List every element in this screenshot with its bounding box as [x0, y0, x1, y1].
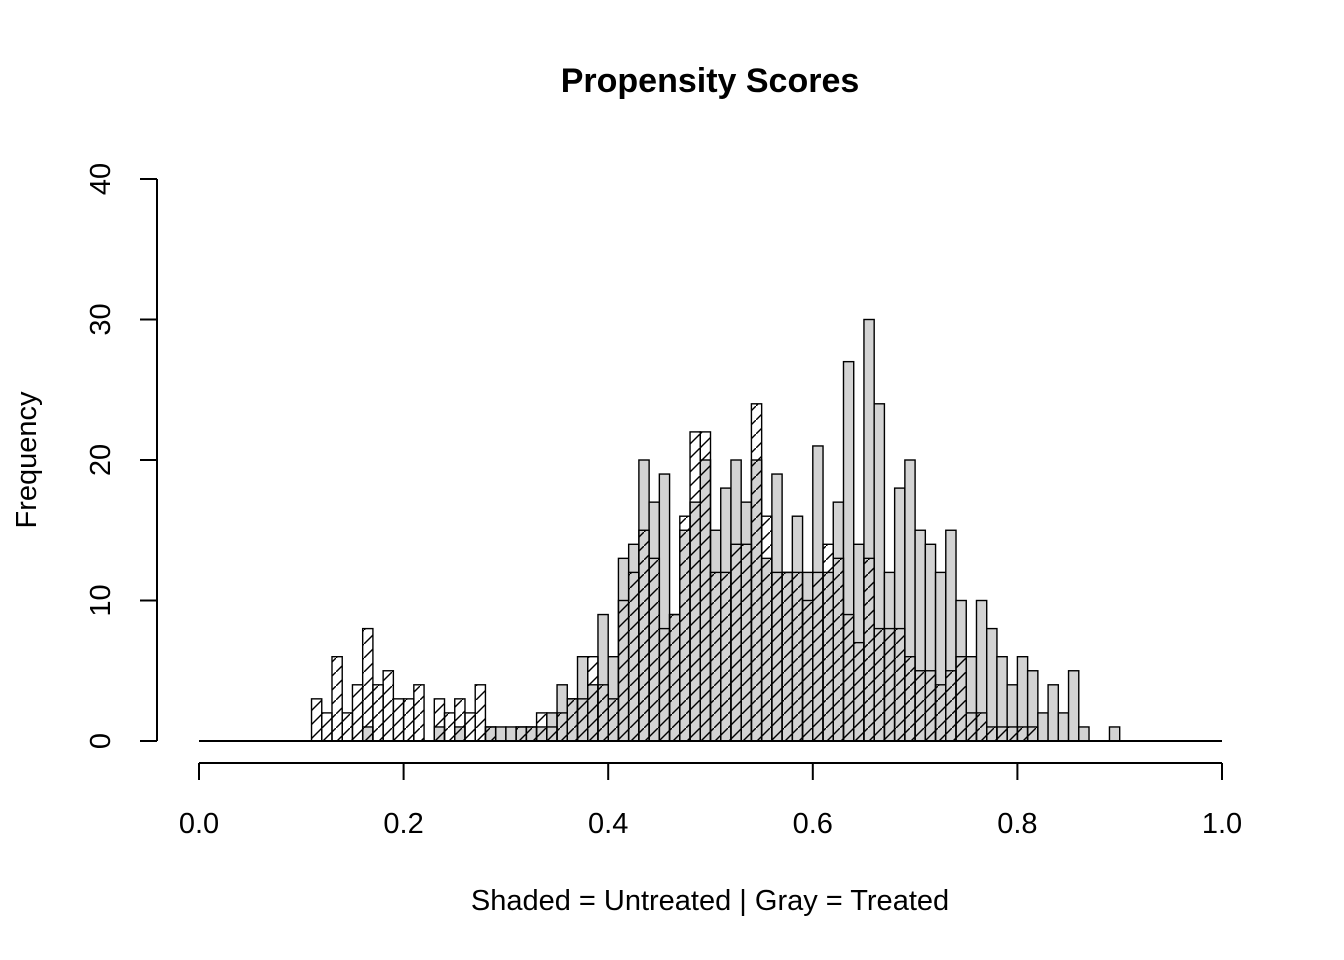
untreated-bar	[955, 656, 967, 742]
untreated-bar	[668, 613, 681, 742]
untreated-bar	[638, 529, 650, 742]
untreated-bar	[535, 712, 548, 742]
untreated-bar	[975, 712, 988, 742]
y-tick-label: 30	[85, 303, 117, 335]
untreated-bar	[740, 543, 753, 742]
treated-bar	[494, 726, 507, 742]
untreated-bar	[812, 571, 824, 742]
untreated-bar	[454, 698, 466, 742]
untreated-bar	[924, 670, 937, 742]
untreated-bar	[597, 684, 609, 742]
untreated-bar	[689, 431, 701, 742]
untreated-bar	[474, 684, 487, 742]
untreated-bar	[576, 698, 589, 742]
untreated-bar	[904, 656, 916, 742]
y-tick-label: 0	[85, 733, 117, 749]
x-axis-title: Shaded = Untreated | Gray = Treated	[471, 885, 949, 917]
untreated-bar	[801, 599, 814, 742]
untreated-bar	[627, 571, 640, 742]
untreated-bar	[382, 670, 395, 742]
untreated-bar	[832, 557, 845, 742]
untreated-bar	[781, 571, 794, 742]
treated-bar	[1067, 670, 1080, 742]
untreated-bar	[1016, 726, 1029, 742]
untreated-bar	[730, 543, 742, 742]
treated-bar	[505, 726, 517, 742]
untreated-bar	[842, 613, 855, 742]
treated-bar	[1108, 726, 1121, 742]
untreated-bar	[822, 543, 834, 742]
untreated-bar	[310, 698, 323, 742]
untreated-bar	[699, 431, 712, 742]
y-tick-label: 40	[85, 163, 117, 195]
untreated-bar	[720, 571, 732, 742]
untreated-bar	[658, 627, 671, 742]
y-tick-label: 20	[85, 444, 117, 476]
untreated-bar	[760, 515, 773, 742]
untreated-bar	[863, 557, 875, 742]
untreated-bar	[443, 712, 456, 742]
x-axis: 0.0 0.2 0.4 0.6 0.8 1.0	[179, 762, 1242, 840]
x-tick-label: 0.0	[179, 808, 219, 840]
treated-bar	[1057, 712, 1070, 742]
untreated-bar	[402, 698, 415, 742]
untreated-bar	[617, 599, 630, 742]
chart-title: Propensity Scores	[561, 62, 860, 100]
untreated-bar	[965, 712, 978, 742]
x-tick-label: 0.6	[793, 808, 833, 840]
untreated-bar	[1026, 726, 1039, 742]
y-axis-title: Frequency	[11, 391, 43, 529]
untreated-bar	[566, 698, 579, 742]
untreated-bar	[945, 670, 957, 742]
untreated-bar	[607, 698, 620, 742]
x-tick-label: 0.8	[997, 808, 1037, 840]
treated-bar	[986, 627, 998, 742]
untreated-bar	[546, 726, 558, 742]
untreated-bar	[525, 726, 538, 742]
untreated-bar	[392, 698, 405, 742]
untreated-bar	[883, 627, 896, 742]
untreated-bar	[484, 726, 497, 742]
treated-bar	[1037, 712, 1049, 742]
untreated-bar	[986, 726, 998, 742]
untreated-bar	[361, 627, 374, 742]
treated-bar	[1047, 684, 1060, 742]
x-tick-label: 0.4	[588, 808, 628, 840]
untreated-bar	[914, 670, 927, 742]
untreated-bar	[771, 571, 783, 742]
untreated-bar	[372, 684, 384, 742]
x-tick-label: 0.2	[383, 808, 423, 840]
untreated-bar	[709, 571, 722, 742]
untreated-bar	[321, 712, 333, 742]
untreated-bar	[750, 403, 763, 742]
untreated-bar	[433, 698, 446, 742]
untreated-bar	[853, 641, 865, 742]
untreated-bar	[791, 571, 804, 742]
untreated-bar	[413, 684, 425, 742]
untreated-bar	[331, 656, 343, 742]
untreated-bar	[1006, 726, 1019, 742]
untreated-bars	[310, 403, 1039, 742]
y-axis: 0 10 20 30 40	[85, 163, 158, 749]
untreated-bar	[934, 684, 947, 742]
untreated-bar	[893, 627, 906, 742]
untreated-bar	[873, 627, 886, 742]
untreated-bar	[679, 515, 691, 742]
untreated-bar	[515, 726, 528, 742]
untreated-bar	[556, 712, 568, 742]
y-tick-label: 10	[85, 584, 117, 616]
untreated-bar	[587, 656, 599, 742]
untreated-bar	[648, 557, 661, 742]
untreated-bar	[351, 684, 364, 742]
untreated-bar	[341, 712, 354, 742]
untreated-bar	[996, 726, 1008, 742]
treated-bar	[1078, 726, 1090, 742]
x-tick-label: 1.0	[1202, 808, 1242, 840]
untreated-bar	[464, 712, 476, 742]
